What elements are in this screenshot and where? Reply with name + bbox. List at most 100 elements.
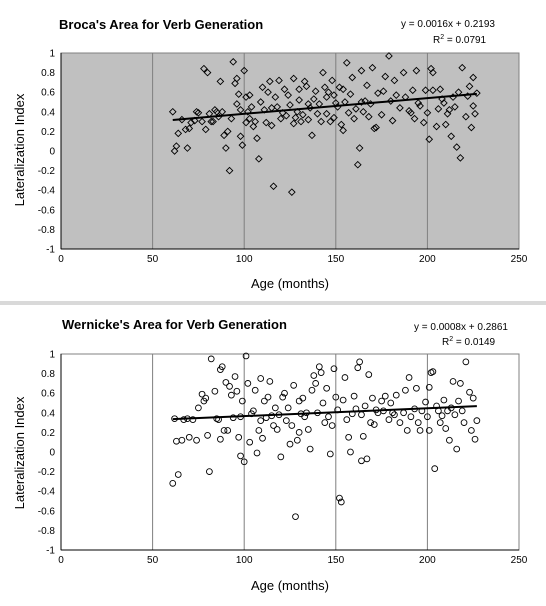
data-point bbox=[330, 365, 338, 373]
data-point bbox=[224, 427, 232, 434]
data-point bbox=[262, 118, 271, 127]
plot-area: 0 50 100 150 200 250 1 0.8 0.6 0.4 0.2 0 -0.2 -0.4 -0.… bbox=[38, 49, 528, 266]
data-point bbox=[427, 64, 435, 73]
data-point bbox=[309, 95, 318, 103]
data-point bbox=[471, 109, 479, 118]
data-point bbox=[269, 182, 278, 191]
data-point bbox=[200, 64, 208, 73]
data-point bbox=[193, 436, 200, 444]
data-point bbox=[183, 144, 192, 152]
data-point bbox=[280, 85, 289, 94]
data-point bbox=[250, 407, 257, 415]
data-point bbox=[226, 382, 233, 390]
data-point bbox=[251, 117, 260, 126]
data-point bbox=[421, 86, 430, 95]
data-point bbox=[240, 66, 249, 75]
plot-background bbox=[60, 353, 520, 551]
data-point bbox=[233, 100, 241, 108]
data-point bbox=[364, 112, 373, 121]
data-point bbox=[436, 419, 444, 426]
data-point bbox=[290, 382, 298, 389]
data-point bbox=[388, 116, 397, 125]
y-tick-label: -0.4 bbox=[38, 487, 56, 498]
data-point bbox=[194, 108, 203, 117]
data-point bbox=[410, 114, 419, 123]
data-point bbox=[441, 120, 450, 129]
data-point bbox=[326, 117, 335, 126]
data-point bbox=[282, 417, 290, 424]
x-tick-label: 100 bbox=[236, 254, 253, 265]
data-point bbox=[229, 57, 238, 66]
data-point bbox=[336, 494, 343, 502]
data-point bbox=[457, 380, 464, 387]
data-point bbox=[238, 141, 247, 149]
data-point bbox=[381, 392, 389, 400]
data-point bbox=[363, 455, 371, 463]
data-point bbox=[424, 413, 431, 421]
data-point bbox=[345, 433, 352, 441]
data-point bbox=[255, 155, 263, 163]
data-point bbox=[312, 380, 319, 387]
data-point bbox=[207, 355, 215, 363]
data-point bbox=[195, 404, 202, 412]
x-tick-label: 100 bbox=[236, 555, 253, 566]
data-point bbox=[323, 384, 330, 392]
x-axis-title: Age (months) bbox=[251, 276, 329, 291]
y-axis-title: Lateralization Index bbox=[12, 93, 27, 206]
data-point bbox=[328, 422, 336, 429]
data-point bbox=[304, 426, 312, 433]
data-point bbox=[235, 433, 243, 441]
data-point bbox=[335, 83, 344, 92]
data-point bbox=[284, 91, 293, 99]
data-point bbox=[467, 123, 476, 132]
data-point bbox=[416, 427, 424, 434]
y-tick-label: 0.4 bbox=[41, 107, 55, 118]
data-point bbox=[405, 374, 413, 381]
data-point bbox=[228, 391, 235, 399]
data-point bbox=[319, 68, 327, 77]
data-point bbox=[356, 358, 363, 366]
data-point bbox=[223, 127, 232, 136]
data-point bbox=[308, 131, 316, 140]
data-point bbox=[220, 131, 228, 140]
data-point bbox=[288, 422, 296, 429]
data-point bbox=[322, 109, 331, 118]
y-tick-label: 0.4 bbox=[41, 408, 55, 419]
data-point bbox=[357, 66, 366, 75]
data-point bbox=[466, 388, 473, 396]
data-point bbox=[438, 412, 446, 420]
data-point bbox=[190, 116, 199, 125]
data-point bbox=[465, 82, 474, 91]
data-point bbox=[365, 371, 373, 378]
data-point bbox=[236, 132, 245, 141]
data-point bbox=[458, 407, 466, 415]
data-point bbox=[198, 390, 206, 398]
data-point bbox=[469, 394, 477, 402]
data-point bbox=[392, 91, 401, 99]
data-point bbox=[350, 392, 358, 400]
data-point bbox=[381, 72, 390, 81]
data-point bbox=[452, 143, 461, 151]
chart-title: Broca's Area for Verb Generation bbox=[59, 17, 263, 32]
data-point bbox=[261, 397, 268, 405]
data-point bbox=[315, 363, 323, 371]
data-point bbox=[217, 435, 224, 443]
x-tick-label: 0 bbox=[58, 555, 64, 566]
data-point bbox=[447, 132, 456, 141]
data-point bbox=[270, 422, 277, 429]
y-tick-label: 0.6 bbox=[41, 389, 55, 400]
x-tick-label: 250 bbox=[511, 254, 528, 265]
data-point bbox=[407, 108, 415, 117]
y-tick-label: -0.8 bbox=[38, 225, 56, 236]
data-point bbox=[234, 90, 243, 98]
panel-divider bbox=[0, 301, 546, 305]
data-point bbox=[325, 413, 332, 421]
data-point bbox=[247, 103, 256, 111]
data-point bbox=[326, 450, 334, 458]
data-point bbox=[245, 91, 254, 99]
data-point bbox=[306, 104, 314, 112]
r-squared-value: = 0.0791 bbox=[444, 35, 486, 46]
y-tick-label: -1 bbox=[46, 546, 55, 557]
data-point bbox=[225, 166, 234, 175]
data-point bbox=[378, 397, 385, 405]
